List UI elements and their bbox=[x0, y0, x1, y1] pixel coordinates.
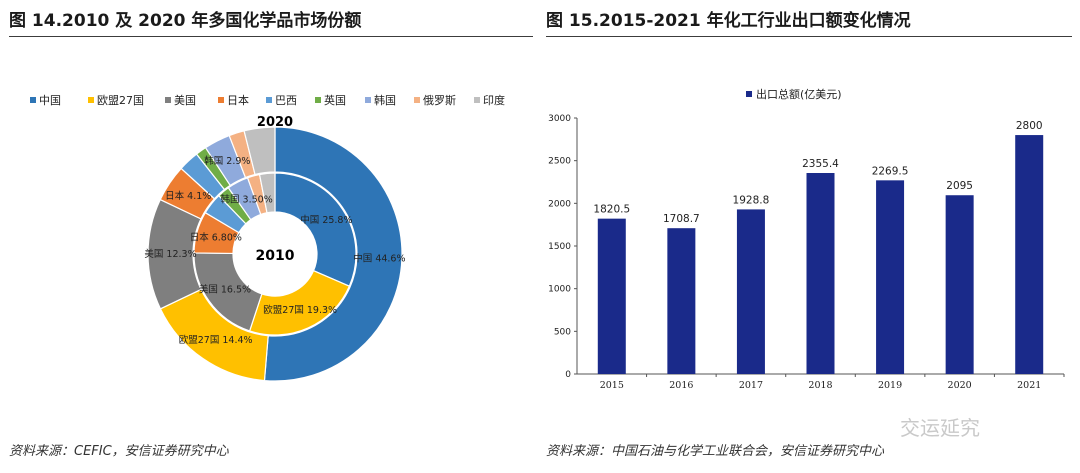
inner-ring-year-label: 2010 bbox=[256, 248, 295, 264]
y-tick-label: 1000 bbox=[548, 285, 571, 295]
legend-swatch bbox=[746, 91, 752, 97]
inner-ring-data-label: 日本 6.80% bbox=[190, 231, 242, 243]
outer-ring-data-label: 日本 4.1% bbox=[165, 190, 211, 202]
left-chart-title: 图 14.2010 及 2020 年多国化学品市场份额 bbox=[9, 11, 362, 31]
y-tick-label: 3000 bbox=[548, 114, 571, 124]
bar-value-label: 1928.8 bbox=[733, 194, 770, 206]
bar-value-label: 2800 bbox=[1016, 120, 1043, 132]
bar-value-label: 1708.7 bbox=[663, 213, 700, 225]
watermark: 交运延究 bbox=[900, 416, 980, 440]
legend-item-印度: 印度 bbox=[474, 93, 505, 107]
right-chart-title: 图 15.2015-2021 年化工行业出口额变化情况 bbox=[546, 11, 911, 31]
x-tick-label: 2017 bbox=[739, 380, 763, 391]
outer-ring-year-label: 2020 bbox=[257, 115, 293, 130]
donut-hole bbox=[233, 212, 317, 296]
outer-ring-data-label: 欧盟27国 14.4% bbox=[179, 334, 253, 346]
left-title-rule bbox=[9, 36, 533, 37]
legend-label: 日本 bbox=[227, 93, 249, 107]
outer-ring-slice-印度 bbox=[243, 126, 276, 176]
legend-item-巴西: 巴西 bbox=[266, 94, 297, 107]
legend-item-日本: 日本 bbox=[218, 93, 249, 107]
legend-swatch bbox=[414, 97, 420, 103]
bar-value-label: 1820.5 bbox=[593, 204, 630, 216]
bar-data-labels: 1820.5 1708.7 1928.8 2355.4 2269.5 2095 2800 bbox=[593, 120, 1042, 225]
donut-legend: 中国 欧盟27国 美国 日本 巴西 英国 韩国 俄罗斯 印度 bbox=[30, 93, 505, 107]
legend-label: 欧盟27国 bbox=[97, 94, 144, 107]
bar-value-label: 2095 bbox=[946, 180, 973, 192]
bar-value-label: 2269.5 bbox=[872, 165, 909, 177]
bar-chart: 出口总额(亿美元) 0 500 1000 1500 2000 2500 3000 2015 20… bbox=[548, 87, 1065, 391]
legend-item-韩国: 韩国 bbox=[365, 93, 396, 107]
x-tick-label: 2016 bbox=[669, 380, 693, 391]
legend-item-中国: 中国 bbox=[30, 94, 61, 107]
inner-ring-data-label: 中国 25.8% bbox=[300, 214, 352, 226]
legend-label: 出口总额(亿美元) bbox=[756, 87, 842, 101]
outer-ring-data-label: 中国 44.6% bbox=[353, 252, 405, 264]
left-source-note: 资料来源：CEFIC，安信证券研究中心 bbox=[9, 444, 229, 459]
bar-2018 bbox=[806, 173, 835, 374]
outer-ring-slice-中国 bbox=[263, 126, 403, 382]
legend-swatch bbox=[30, 97, 36, 103]
right-title-rule bbox=[546, 36, 1072, 37]
bar-2019 bbox=[876, 180, 905, 374]
bar-value-label: 2355.4 bbox=[802, 158, 839, 170]
bar-2016 bbox=[667, 228, 696, 374]
inner-ring-data-label: 韩国 3.50% bbox=[221, 193, 273, 205]
legend-swatch bbox=[218, 97, 224, 103]
legend-item-美国: 美国 bbox=[165, 94, 196, 107]
bar-2021 bbox=[1015, 135, 1044, 374]
bar-2017 bbox=[736, 209, 765, 374]
legend-swatch bbox=[266, 97, 272, 103]
legend-label: 中国 bbox=[39, 94, 61, 107]
legend-swatch bbox=[88, 97, 94, 103]
legend-swatch bbox=[474, 97, 480, 103]
donut-chart: 中国 欧盟27国 美国 日本 巴西 英国 韩国 俄罗斯 印度 中国 44.6% 欧盟27国 14.… bbox=[30, 93, 505, 382]
y-tick-label: 0 bbox=[565, 370, 571, 380]
legend-label: 英国 bbox=[324, 93, 346, 107]
legend-swatch bbox=[365, 97, 371, 103]
legend-swatch bbox=[165, 97, 171, 103]
outer-ring-data-label: 美国 12.3% bbox=[144, 248, 196, 260]
outer-ring-data-label: 韩国 2.9% bbox=[204, 155, 250, 167]
donut-labels: 中国 44.6% 欧盟27国 14.4% 美国 12.3% 日本 4.1% 韩国 2.9… bbox=[144, 155, 405, 346]
legend-label: 韩国 bbox=[374, 93, 396, 107]
legend-label: 俄罗斯 bbox=[423, 94, 456, 107]
legend-item-俄罗斯: 俄罗斯 bbox=[414, 94, 456, 107]
x-tick-label: 2018 bbox=[808, 380, 832, 391]
legend-item-欧盟27国: 欧盟27国 bbox=[88, 94, 144, 107]
y-tick-label: 2500 bbox=[548, 157, 571, 167]
legend-label: 巴西 bbox=[275, 94, 297, 107]
bar-series bbox=[597, 135, 1044, 374]
x-tick-label: 2015 bbox=[600, 380, 624, 391]
x-tick-label: 2021 bbox=[1017, 380, 1041, 391]
legend-label: 印度 bbox=[483, 93, 505, 107]
bar-2020 bbox=[945, 195, 974, 374]
inner-ring-data-label: 美国 16.5% bbox=[199, 284, 251, 296]
y-tick-label: 1500 bbox=[548, 242, 571, 252]
donut-rings bbox=[147, 126, 403, 382]
x-tick-label: 2020 bbox=[948, 380, 972, 391]
legend-label: 美国 bbox=[174, 94, 196, 107]
legend-item-export: 出口总额(亿美元) bbox=[746, 87, 842, 101]
y-tick-label: 500 bbox=[554, 327, 571, 337]
legend-swatch bbox=[315, 97, 321, 103]
legend-item-英国: 英国 bbox=[315, 93, 346, 107]
inner-ring-data-label: 欧盟27国 19.3% bbox=[263, 304, 337, 316]
x-tick-label: 2019 bbox=[878, 380, 902, 391]
bar-2015 bbox=[597, 218, 626, 374]
right-source-note: 资料来源：中国石油与化学工业联合会，安信证券研究中心 bbox=[546, 444, 885, 459]
bar-legend: 出口总额(亿美元) bbox=[746, 87, 842, 101]
y-tick-label: 2000 bbox=[548, 199, 571, 209]
